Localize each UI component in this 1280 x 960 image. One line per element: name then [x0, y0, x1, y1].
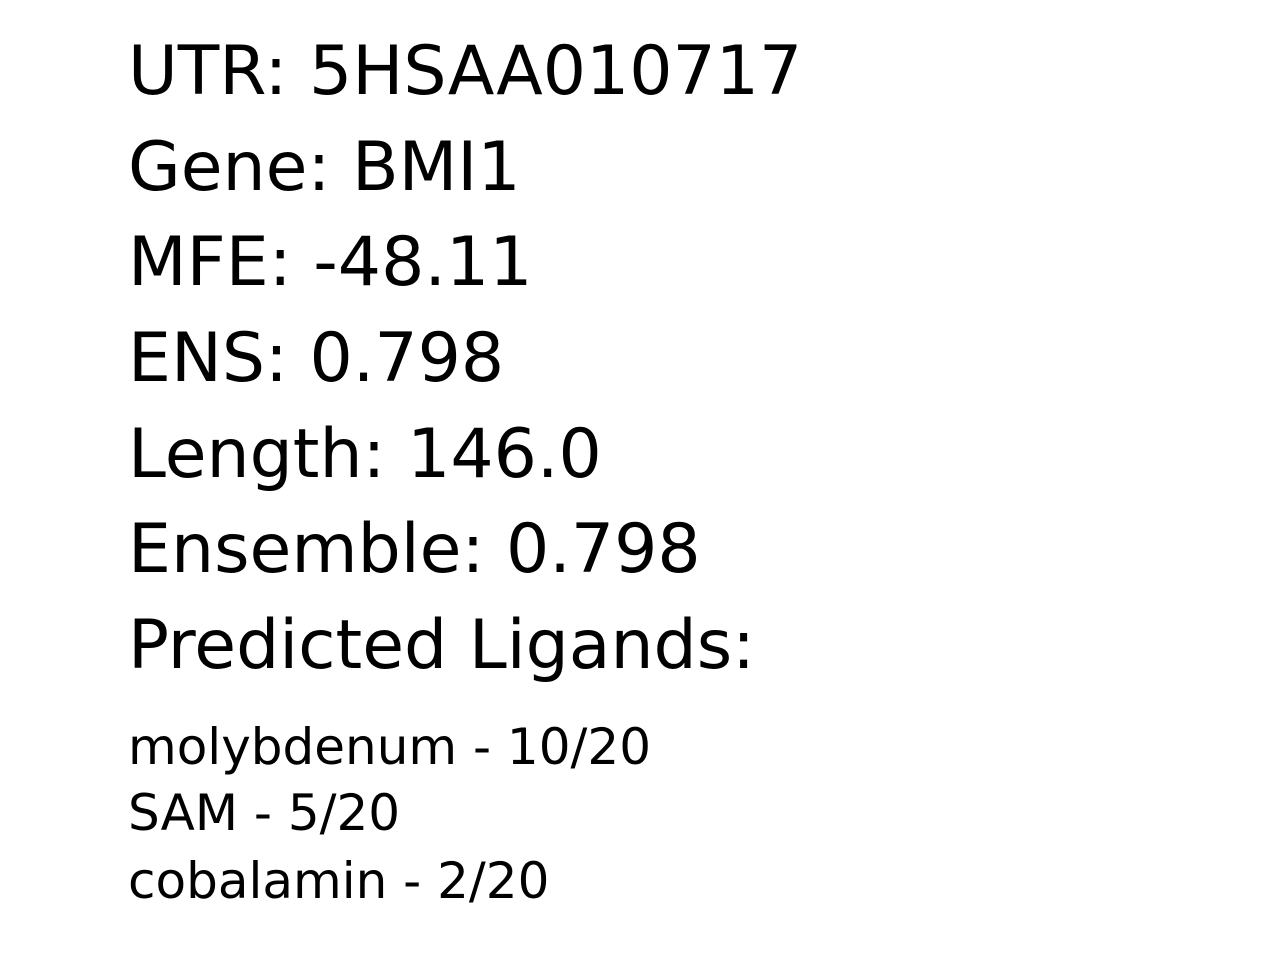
- mfe-line: MFE: -48.11: [128, 223, 533, 302]
- ligand-item: cobalamin - 2/20: [128, 852, 550, 910]
- predicted-ligands-heading: Predicted Ligands:: [128, 606, 756, 685]
- length-line: Length: 146.0: [128, 415, 602, 494]
- ens-line: ENS: 0.798: [128, 319, 505, 398]
- ligand-item: SAM - 5/20: [128, 784, 401, 842]
- ligand-item: molybdenum - 10/20: [128, 718, 652, 776]
- ensemble-line: Ensemble: 0.798: [128, 510, 701, 589]
- utr-line: UTR: 5HSAA010717: [128, 32, 803, 111]
- gene-line: Gene: BMI1: [128, 128, 521, 207]
